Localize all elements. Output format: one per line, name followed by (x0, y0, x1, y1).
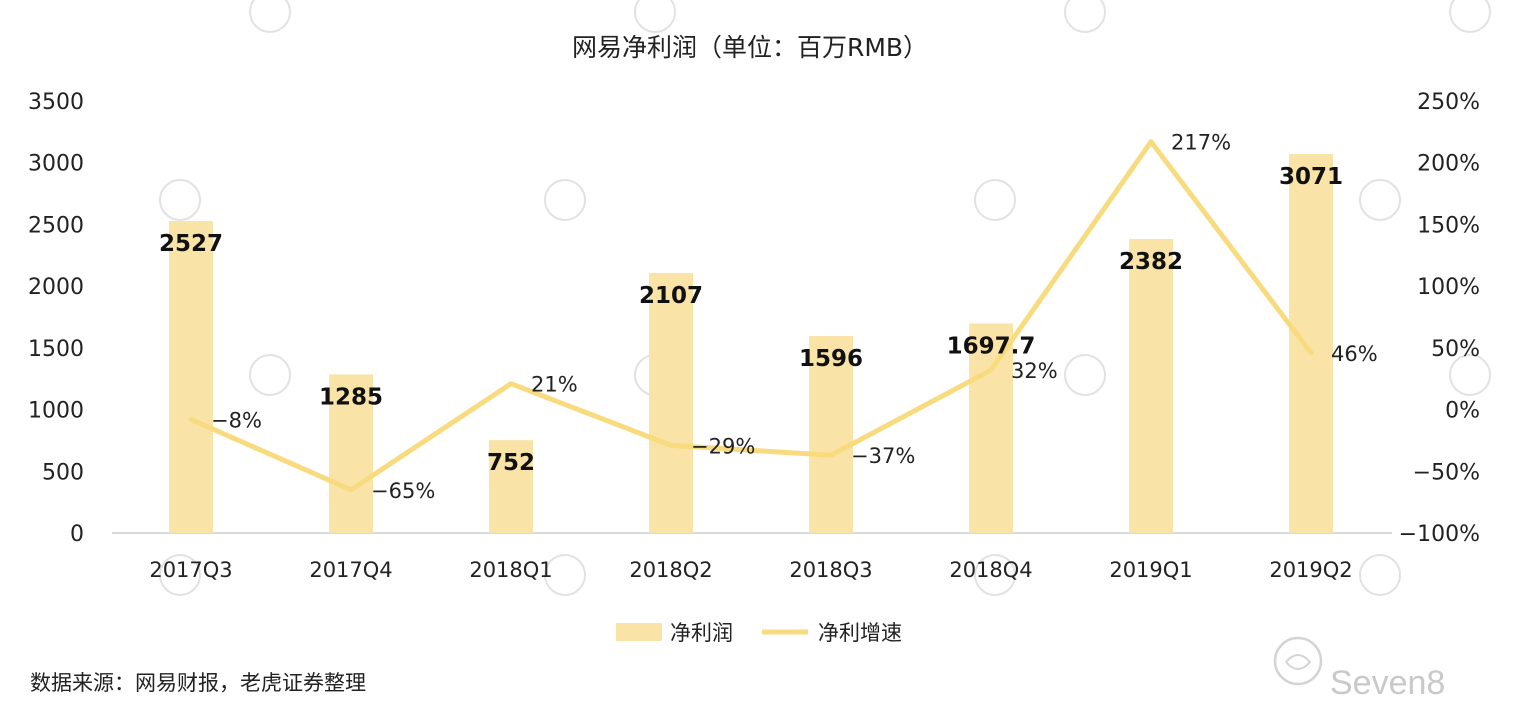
right-tick-label: 100% (1417, 275, 1480, 300)
watermark-logo-icon (544, 554, 586, 596)
chart-title: 网易净利润（单位：百万RMB） (572, 33, 928, 62)
x-tick-label: 2018Q3 (789, 558, 872, 582)
bar (649, 272, 693, 533)
right-tick-label: −50% (1413, 460, 1480, 485)
line-value-label: −65% (371, 479, 435, 503)
bar (169, 221, 213, 533)
left-tick-label: 3500 (28, 90, 84, 115)
bar (1129, 238, 1173, 533)
left-tick-label: 500 (42, 460, 84, 485)
right-tick-label: −100% (1399, 522, 1480, 547)
bar (489, 440, 533, 533)
bar-value-label: 752 (487, 450, 535, 476)
left-tick-label: 3000 (28, 152, 84, 177)
watermark-logo-icon (249, 0, 291, 33)
line-value-label: 46% (1331, 342, 1378, 366)
watermark-logo-icon (1359, 554, 1401, 596)
watermark-logo-icon (974, 554, 1016, 596)
watermark-logo-icon (249, 354, 291, 396)
legend-label-bar: 净利润 (670, 621, 733, 645)
seven8-watermark: Seven8 (1273, 636, 1445, 702)
x-tick-label: 2017Q4 (309, 558, 392, 582)
left-tick-label: 1500 (28, 337, 84, 362)
watermark-logo-icon (1064, 0, 1106, 33)
bar-data-labels: 2527 1285 752 2107 1596 1697.7 2382 3071 (159, 164, 1343, 476)
left-axis-ticks: 0 500 1000 1500 2000 2500 3000 3500 (28, 90, 84, 547)
watermark-logo-icon (1359, 179, 1401, 221)
watermark-logo-icon (1064, 354, 1106, 396)
source-note: 数据来源：网易财报，老虎证券整理 (30, 671, 366, 695)
x-tick-label: 2019Q1 (1109, 558, 1192, 582)
line-value-label: −8% (211, 408, 262, 432)
legend: 净利润 净利增速 (616, 621, 902, 645)
legend-swatch-bar (616, 623, 662, 641)
line-value-label: 21% (531, 373, 578, 397)
right-tick-label: 0% (1445, 399, 1480, 424)
line-point (1309, 350, 1313, 355)
right-tick-label: 250% (1417, 90, 1480, 115)
bar (809, 336, 853, 533)
bar (1289, 153, 1333, 533)
line-value-label: −29% (691, 434, 755, 458)
right-tick-label: 50% (1431, 337, 1480, 362)
right-tick-label: 200% (1417, 152, 1480, 177)
x-tick-label: 2018Q4 (949, 558, 1032, 582)
legend-label-line: 净利增速 (818, 621, 902, 645)
watermark-logo-icon (634, 0, 676, 33)
left-tick-label: 2500 (28, 213, 84, 238)
line-point (189, 417, 193, 422)
line-point (989, 368, 993, 373)
x-tick-label: 2018Q2 (629, 558, 712, 582)
watermark-logo-icon (1273, 636, 1323, 686)
watermark-logo-icon (1449, 0, 1491, 33)
bar-value-label: 1596 (799, 346, 863, 372)
bar-value-label: 2527 (159, 231, 223, 257)
right-tick-label: 150% (1417, 213, 1480, 238)
bar (969, 323, 1013, 533)
watermark-logo-mark (1285, 654, 1312, 670)
watermark-text: Seven8 (1330, 664, 1445, 702)
background-watermarks (159, 0, 1491, 596)
watermark-logo-icon (974, 179, 1016, 221)
watermark-logo-icon (159, 179, 201, 221)
x-tick-label: 2017Q3 (149, 558, 232, 582)
bar-value-label: 1697.7 (947, 333, 1036, 359)
left-tick-label: 0 (70, 522, 84, 547)
line-value-label: −37% (851, 444, 915, 468)
line-point (509, 381, 513, 386)
bar-value-label: 2382 (1119, 249, 1183, 275)
bar-value-label: 1285 (319, 384, 383, 410)
left-tick-label: 1000 (28, 399, 84, 424)
x-tick-label: 2018Q1 (469, 558, 552, 582)
right-axis-ticks: −100% −50% 0% 50% 100% 150% 200% 250% (1399, 90, 1480, 547)
line-point (669, 443, 673, 448)
x-axis-ticks: 2017Q3 2017Q4 2018Q1 2018Q2 2018Q3 2018Q4 2019… (149, 558, 1352, 582)
watermark-logo-icon (159, 554, 201, 596)
line-data-labels: −8% −65% 21% −29% −37% 32% 217% 46% (211, 131, 1378, 503)
line-value-label: 217% (1171, 131, 1231, 155)
bar-value-label: 3071 (1279, 164, 1343, 190)
bar-series (169, 153, 1333, 533)
bar (329, 374, 373, 533)
left-tick-label: 2000 (28, 275, 84, 300)
line-value-label: 32% (1011, 359, 1058, 383)
x-tick-label: 2019Q2 (1269, 558, 1352, 582)
watermark-logo-icon (1449, 354, 1491, 396)
series-line (188, 139, 1314, 493)
watermark-logo-icon (544, 179, 586, 221)
bar-value-label: 2107 (639, 283, 703, 309)
line-point (829, 453, 833, 458)
line-series (188, 139, 1314, 493)
line-point (1149, 139, 1153, 144)
line-point (349, 487, 353, 492)
